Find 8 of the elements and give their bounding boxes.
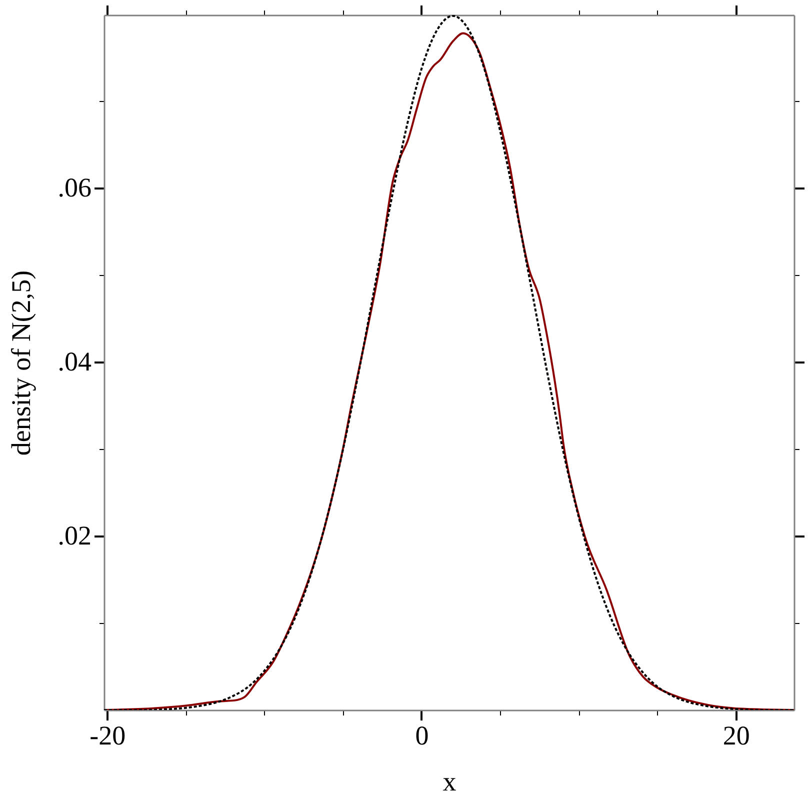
y-tick-label: .04	[58, 346, 92, 377]
x-tick-label: 0	[415, 720, 429, 750]
y-axis-title: density of N(2,5)	[6, 270, 36, 456]
y-tick-label: .02	[58, 520, 92, 551]
y-tick-label: .06	[58, 172, 92, 203]
x-tick-label: 20	[722, 720, 750, 750]
x-tick-label: -20	[90, 720, 126, 750]
x-axis-title: x	[442, 766, 457, 796]
